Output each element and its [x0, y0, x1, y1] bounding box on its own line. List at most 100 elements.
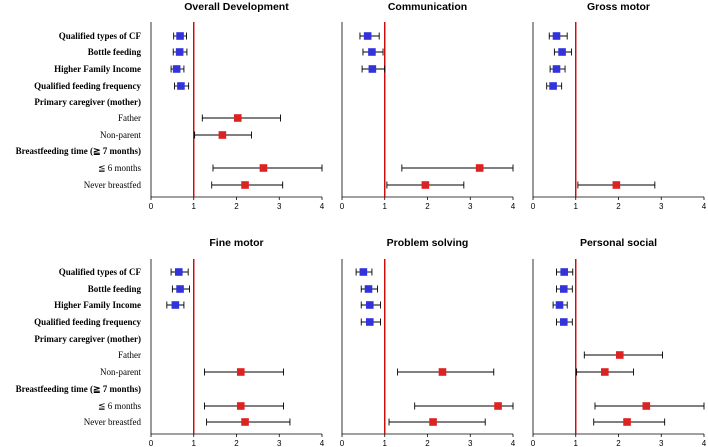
row-label: Qualified types of CF — [59, 31, 142, 41]
x-tick-label: 0 — [149, 202, 154, 211]
estimate-point — [401, 164, 514, 172]
x-tick-label: 1 — [383, 202, 388, 211]
estimate-point — [576, 368, 634, 376]
estimate-marker — [359, 268, 368, 276]
estimate-point — [203, 368, 284, 376]
x-tick-label: 3 — [468, 202, 473, 211]
x-tick-label: 2 — [425, 202, 430, 211]
estimate-marker — [175, 48, 184, 56]
x-tick-label: 1 — [574, 202, 579, 211]
estimate-point — [552, 301, 568, 309]
estimate-marker — [429, 418, 437, 426]
x-tick-label: 0 — [149, 439, 154, 447]
estimate-marker — [552, 65, 561, 73]
x-tick-label: 1 — [192, 439, 197, 447]
estimate-point — [194, 131, 252, 139]
estimate-point — [546, 82, 563, 90]
row-label: Non-parent — [100, 130, 141, 140]
panel-title: Communication — [388, 1, 467, 13]
estimate-point — [174, 82, 190, 90]
forest-panel: Fine motor 0 1 2 3 4 — [149, 237, 325, 447]
estimate-marker — [241, 418, 249, 426]
estimate-marker — [559, 285, 568, 293]
estimate-marker — [438, 368, 447, 376]
estimate-point — [386, 181, 465, 189]
estimate-marker — [475, 164, 484, 172]
row-label: Bottle feeding — [88, 47, 142, 57]
estimate-point — [212, 164, 323, 172]
estimate-point — [414, 402, 514, 410]
x-tick-label: 0 — [531, 202, 536, 211]
forest-panel: Gross motor 0 1 2 3 4 — [531, 1, 707, 211]
estimate-marker — [236, 368, 245, 376]
estimate-point — [360, 318, 381, 326]
panel-title: Overall Development — [184, 1, 289, 13]
estimate-point — [203, 402, 284, 410]
row-label: Never breastfed — [84, 180, 142, 190]
x-tick-label: 4 — [702, 202, 707, 211]
estimate-point — [593, 418, 666, 426]
row-label: ≦ 6 months — [98, 163, 142, 173]
row-label: Father — [118, 113, 141, 123]
panel-title: Problem solving — [387, 237, 469, 249]
estimate-point — [362, 48, 384, 56]
row-label: Higher Family Income — [54, 300, 141, 310]
estimate-point — [397, 368, 495, 376]
forest-panel: Problem solving 0 1 2 3 4 — [340, 237, 516, 447]
x-tick-label: 3 — [277, 202, 282, 211]
estimate-marker — [364, 285, 373, 293]
x-tick-label: 4 — [320, 439, 325, 447]
x-tick-label: 4 — [702, 439, 707, 447]
estimate-point — [548, 32, 568, 40]
estimate-marker — [233, 114, 242, 122]
estimate-marker — [612, 181, 621, 189]
x-tick-label: 3 — [659, 202, 664, 211]
estimate-point — [170, 65, 185, 73]
estimate-marker — [368, 48, 376, 56]
x-tick-label: 0 — [531, 439, 536, 447]
forest-panel: Overall Development 0 1 2 3 4 — [149, 1, 325, 211]
row-label: Non-parent — [100, 367, 141, 377]
estimate-point — [166, 301, 185, 309]
row-label: Primary caregiver (mother) — [34, 97, 141, 107]
estimate-point — [553, 48, 572, 56]
estimate-point — [355, 268, 373, 276]
row-label: Breastfeeding time (≧ 7 months) — [16, 146, 141, 156]
estimate-marker — [177, 82, 185, 90]
estimate-point — [594, 402, 705, 410]
estimate-marker — [560, 268, 569, 276]
estimate-point — [577, 181, 656, 189]
estimate-marker — [176, 285, 184, 293]
x-tick-label: 2 — [616, 439, 621, 447]
estimate-marker — [171, 301, 180, 309]
estimate-marker — [368, 65, 377, 73]
panel-title: Gross motor — [587, 1, 650, 13]
row-label: Qualified feeding frequency — [34, 317, 141, 327]
estimate-marker — [494, 402, 502, 410]
x-tick-label: 4 — [320, 202, 325, 211]
estimate-point — [173, 32, 187, 40]
estimate-point — [361, 65, 386, 73]
forest-panel: Personal social 0 1 2 3 4 — [531, 237, 707, 447]
row-label: Qualified types of CF — [59, 267, 142, 277]
x-tick-label: 0 — [340, 439, 345, 447]
x-tick-label: 3 — [468, 439, 473, 447]
estimate-marker — [549, 82, 557, 90]
estimate-marker — [421, 181, 430, 189]
row-label: Primary caregiver (mother) — [34, 334, 141, 344]
forest-panel: Communication 0 1 2 3 4 — [340, 1, 516, 211]
x-tick-label: 0 — [340, 202, 345, 211]
estimate-marker — [363, 32, 372, 40]
row-label: Father — [118, 350, 141, 360]
estimate-marker — [218, 131, 227, 139]
estimate-point — [360, 285, 378, 293]
x-tick-label: 3 — [659, 439, 664, 447]
estimate-point — [549, 65, 566, 73]
estimate-marker — [241, 181, 249, 189]
estimate-point — [201, 114, 281, 122]
estimate-marker — [365, 301, 374, 309]
x-tick-label: 1 — [574, 439, 579, 447]
row-label: Higher Family Income — [54, 64, 141, 74]
row-label: ≦ 6 months — [98, 401, 142, 411]
